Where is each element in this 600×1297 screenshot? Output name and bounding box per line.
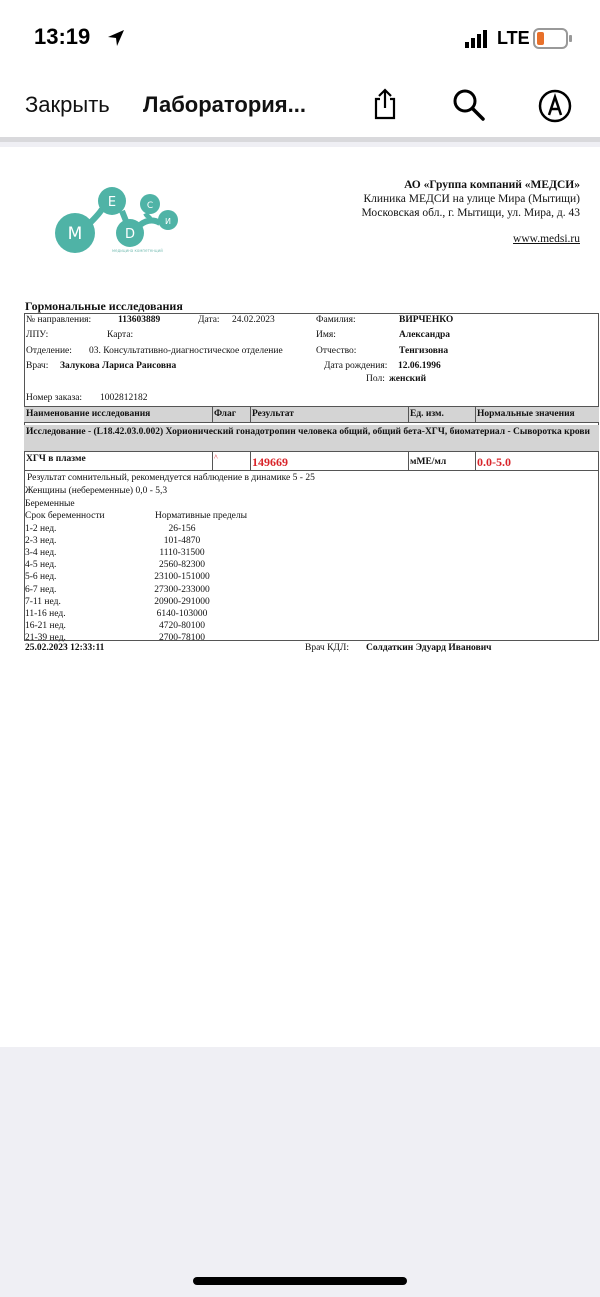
referral-label: № направления: <box>26 315 92 325</box>
surname-value: ВИРЧЕНКО <box>399 315 454 325</box>
svg-text:М: М <box>68 224 83 244</box>
home-indicator[interactable] <box>193 1277 407 1285</box>
note-line: Результат сомнительный, рекомендуется на… <box>27 473 315 483</box>
svg-text:медицина компетенций: медицина компетенций <box>112 248 163 253</box>
ranges-header: Нормативные пределы <box>155 511 248 521</box>
range-term: 6-7 нед. <box>25 584 57 595</box>
range-term: 5-6 нед. <box>25 572 57 583</box>
range-term: 3-4 нед. <box>25 548 57 559</box>
range-value: 101-4870 <box>163 536 201 547</box>
date-value: 24.02.2023 <box>232 315 275 325</box>
sex-value: женский <box>389 374 427 384</box>
note-line: Беременные <box>25 499 75 509</box>
dob-value: 12.06.1996 <box>398 361 441 371</box>
svg-text:Е: Е <box>108 195 116 210</box>
medsi-logo: М Е D С И медицина компетенций <box>55 187 178 253</box>
order-label: Номер заказа: <box>26 393 83 403</box>
range-value: 2700-78100 <box>159 632 205 643</box>
status-bar: 13:19 LTE <box>0 0 600 70</box>
range-term: 1-2 нед. <box>25 524 57 534</box>
range-value: 4720-80100 <box>159 620 205 631</box>
markup-icon[interactable] <box>537 88 573 124</box>
dob-label: Дата рождения: <box>324 361 388 371</box>
range-value: 20900-291000 <box>154 596 210 607</box>
battery-icon <box>533 28 572 49</box>
table-header-row <box>24 406 599 423</box>
range-value: 6140-103000 <box>156 608 208 619</box>
clinic-name: Клиника МЕДСИ на улице Мира (Мытищи) <box>363 193 580 205</box>
result-flag: ^ <box>214 453 218 462</box>
range-value: 26-156 <box>168 524 196 534</box>
close-button[interactable]: Закрыть <box>25 92 110 117</box>
column-header: Флаг <box>214 409 237 419</box>
card-label: Карта: <box>107 330 134 340</box>
footer-datetime: 25.02.2023 12:33:11 <box>25 643 105 653</box>
clinic-address: Московская обл., г. Мытищи, ул. Мира, д.… <box>361 207 580 219</box>
lpu-label: ЛПУ: <box>26 330 49 340</box>
name-value: Александра <box>399 330 451 340</box>
surname-label: Фамилия: <box>316 315 356 325</box>
location-arrow-icon <box>108 30 124 46</box>
network-label: LTE <box>497 28 530 48</box>
result-value: 149669 <box>252 455 288 469</box>
share-icon[interactable] <box>372 88 398 120</box>
column-header: Наименование исследования <box>26 409 151 419</box>
range-value: 23100-151000 <box>154 572 210 583</box>
result-normal-range: 0.0-5.0 <box>477 455 511 469</box>
range-term: 7-11 нед. <box>25 596 61 607</box>
range-value: 1110-31500 <box>159 548 205 559</box>
svg-text:И: И <box>165 217 171 226</box>
dept-label: Отделение: <box>26 346 72 356</box>
search-icon[interactable] <box>452 88 486 122</box>
referral-number: 113603889 <box>118 315 161 325</box>
svg-text:С: С <box>147 201 153 211</box>
result-name: ХГЧ в плазме <box>26 454 86 464</box>
report-table <box>24 313 599 641</box>
report-title: Гормональные исследования <box>25 299 183 313</box>
svg-text:D: D <box>125 227 135 242</box>
range-term: 4-5 нед. <box>25 560 57 571</box>
date-label: Дата: <box>198 315 220 325</box>
patronymic-value: Тенгизовна <box>399 346 449 356</box>
order-value: 1002812182 <box>100 393 148 403</box>
lab-report-document: М Е D С И медицина компетенций АО «Групп… <box>0 147 600 1047</box>
doctor-value: Залукова Лариса Раисовна <box>60 361 177 371</box>
column-header: Нормальные значения <box>477 409 575 419</box>
status-time: 13:19 <box>34 24 91 49</box>
range-term: 16-21 нед. <box>25 620 66 631</box>
nav-title: Лаборатория... <box>143 92 306 117</box>
name-label: Имя: <box>316 330 336 340</box>
kdl-label: Врач КДЛ: <box>305 643 349 653</box>
note-line: Женщины (небеременные) 0,0 - 5,3 <box>25 486 168 496</box>
sex-label: Пол: <box>366 374 385 384</box>
range-value: 27300-233000 <box>154 584 210 595</box>
nav-bar: Закрыть Лаборатория... <box>0 70 600 142</box>
range-value: 2560-82300 <box>159 560 205 571</box>
column-header: Ед. изм. <box>410 409 444 419</box>
result-unit: мМЕ/мл <box>410 457 447 467</box>
study-row: Исследование - (L18.42.03.0.002) Хориони… <box>24 425 599 452</box>
company-name: АО «Группа компаний «МЕДСИ» <box>404 179 580 191</box>
doctor-label: Врач: <box>26 361 49 371</box>
range-term: 2-3 нед. <box>25 536 57 547</box>
ranges-header: Срок беременности <box>25 511 105 521</box>
website-link[interactable]: www.medsi.ru <box>513 233 580 245</box>
column-header: Результат <box>252 409 294 419</box>
signal-icon <box>465 30 487 48</box>
range-term: 11-16 нед. <box>25 608 66 619</box>
patronymic-label: Отчество: <box>316 346 357 356</box>
dept-value: 03. Консультативно-диагностическое отдел… <box>89 346 283 356</box>
kdl-doctor: Солдаткин Эдуард Иванович <box>366 643 492 653</box>
range-term: 21-39 нед. <box>25 632 66 643</box>
